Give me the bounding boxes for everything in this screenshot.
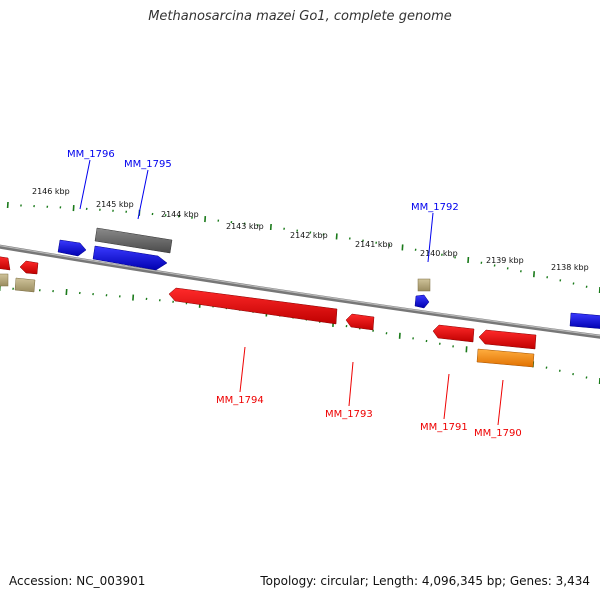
ruler-label-2140: 2140 kbp xyxy=(420,249,458,258)
ruler-label-2144: 2144 kbp xyxy=(161,210,199,219)
ruler-label-2143: 2143 kbp xyxy=(226,222,264,231)
gene-label-mm-1794[interactable]: MM_1794 xyxy=(216,395,264,406)
gene-label-mm-1792[interactable]: MM_1792 xyxy=(411,202,459,213)
ruler-label-2138: 2138 kbp xyxy=(551,263,589,272)
map-title: Methanosarcina mazei Go1, complete genom… xyxy=(148,9,452,24)
ruler-label-2141: 2141 kbp xyxy=(355,240,393,249)
gene-arrow-mm-1796[interactable] xyxy=(57,239,87,257)
gene-arrow-right-edge[interactable] xyxy=(569,312,600,329)
gene-arrow-mm-1792[interactable] xyxy=(414,294,430,309)
genome-backbone-highlight xyxy=(0,245,600,337)
callout-line-mm-1796 xyxy=(79,159,91,210)
callout-line-mm-1792 xyxy=(427,212,434,263)
gene-label-mm-1795[interactable]: MM_1795 xyxy=(124,159,172,170)
rna-gene-left-2[interactable] xyxy=(14,277,36,293)
gene-label-mm-1790[interactable]: MM_1790 xyxy=(474,428,522,439)
gene-arrow-pseudo[interactable] xyxy=(94,227,173,254)
rna-gene-left-1[interactable] xyxy=(0,273,9,287)
ruler-label-2146: 2146 kbp xyxy=(32,187,70,196)
gene-label-mm-1796[interactable]: MM_1796 xyxy=(67,149,115,160)
rna-gene-marker[interactable] xyxy=(417,278,431,292)
callout-line-mm-1794 xyxy=(239,346,246,393)
gene-arrow-mm-1791[interactable] xyxy=(432,324,475,343)
callout-line-mm-1795 xyxy=(137,169,149,220)
ruler-label-2139: 2139 kbp xyxy=(486,256,524,265)
callout-line-mm-1790 xyxy=(497,379,504,426)
gene-arrow-left-edge-2[interactable] xyxy=(19,260,39,275)
gene-arrow-left-edge-1[interactable] xyxy=(0,256,11,271)
gene-arrow-mm-1793[interactable] xyxy=(345,313,375,331)
callout-line-mm-1791 xyxy=(443,373,450,420)
accession-text: Accession: NC_003901 xyxy=(9,574,146,588)
gene-arrow-mm-1790[interactable] xyxy=(478,329,537,350)
ruler-label-2145: 2145 kbp xyxy=(96,200,134,209)
gene-arrow-mm-1795[interactable] xyxy=(92,245,168,271)
ruler-label-2142: 2142 kbp xyxy=(290,231,328,240)
gene-label-mm-1793[interactable]: MM_1793 xyxy=(325,409,373,420)
genome-backbone xyxy=(0,244,600,339)
gene-label-mm-1791[interactable]: MM_1791 xyxy=(420,422,468,433)
gene-arrow-mm-1794[interactable] xyxy=(168,287,338,325)
callout-line-mm-1793 xyxy=(348,361,354,407)
gene-arrow-highlight[interactable] xyxy=(476,348,535,368)
genome-summary-text: Topology: circular; Length: 4,096,345 bp… xyxy=(260,574,590,588)
